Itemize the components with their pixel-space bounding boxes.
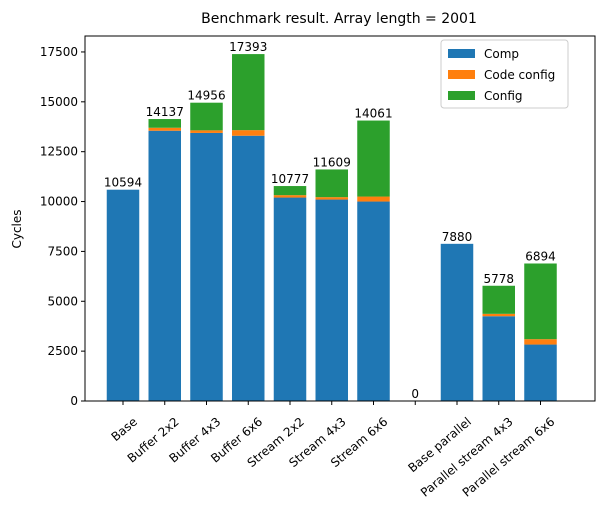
bar-code-config — [357, 196, 390, 202]
bar-code-config — [273, 195, 307, 198]
y-tick-label: 2500 — [47, 344, 78, 358]
bar-total-label: 14137 — [146, 105, 184, 119]
y-tick-label: 12500 — [40, 145, 78, 159]
y-tick-label: 15000 — [40, 95, 78, 109]
bar-config — [357, 120, 390, 197]
bar-code-config — [232, 130, 265, 136]
bar-code-config — [482, 313, 515, 317]
bar-comp — [190, 132, 223, 401]
y-axis: 0 2500 5000 7500 10000 12500 15000 17500 — [40, 45, 85, 408]
bar-total-label: 10594 — [104, 176, 142, 190]
x-tick-label: Base — [109, 415, 140, 445]
bar-comp — [482, 316, 515, 401]
legend-label: Config — [484, 89, 523, 103]
bar-config — [482, 285, 515, 314]
y-axis-label: Cycles — [10, 209, 24, 248]
y-tick-label: 17500 — [40, 45, 78, 59]
bar-config — [273, 186, 307, 196]
bar-total-label: 0 — [411, 387, 419, 401]
bar-config — [524, 263, 557, 340]
bar-comp — [106, 189, 140, 401]
y-tick-label: 7500 — [47, 244, 78, 258]
y-tick-label: 10000 — [40, 195, 78, 209]
y-tick-label: 5000 — [47, 294, 78, 308]
legend-swatch — [448, 49, 475, 58]
bar-comp — [273, 197, 307, 401]
legend-swatch — [448, 70, 475, 79]
legend: Comp Code config Config — [440, 39, 569, 109]
bar-comp — [148, 130, 181, 402]
legend-label: Comp — [484, 47, 519, 61]
bar-comp — [232, 135, 265, 401]
legend-label: Code config — [484, 68, 555, 82]
bar-code-config — [190, 130, 223, 133]
y-tick-label: 0 — [70, 394, 78, 408]
bar-comp — [440, 243, 474, 401]
bar-config — [148, 119, 181, 128]
chart-title: Benchmark result. Array length = 2001 — [201, 11, 477, 27]
bar-comp — [315, 199, 348, 401]
legend-swatch — [448, 91, 475, 100]
bar-code-config — [315, 197, 348, 200]
bar-total-label: 10777 — [271, 172, 309, 186]
bar-config — [315, 169, 348, 198]
bar-config — [190, 102, 223, 131]
bar-total-label: 14061 — [354, 107, 392, 121]
bar-config — [232, 54, 265, 131]
plot-frame — [84, 35, 596, 402]
bar-total-label: 14956 — [187, 89, 225, 103]
bar-total-label: 17393 — [229, 40, 267, 54]
bar-comp — [357, 201, 390, 401]
bar-comp — [524, 344, 557, 401]
bar-total-label: 6894 — [525, 249, 556, 263]
bar-code-config — [524, 339, 557, 345]
bar-total-label: 7880 — [442, 230, 473, 244]
bar-total-label: 5778 — [483, 272, 514, 286]
bar-code-config — [148, 127, 181, 131]
bar-total-label: 11609 — [313, 155, 351, 169]
